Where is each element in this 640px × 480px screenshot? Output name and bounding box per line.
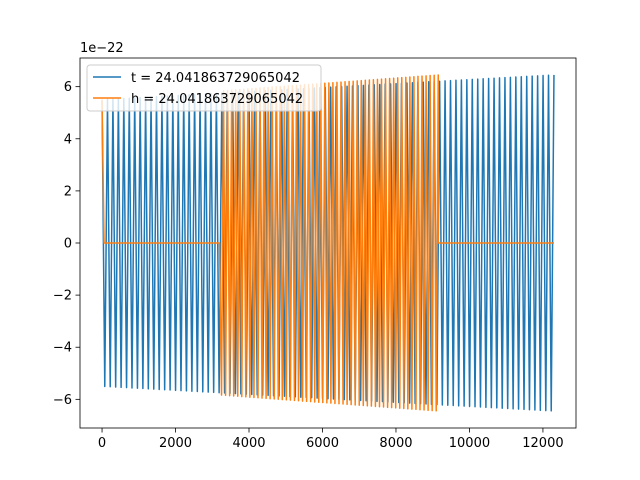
y-tick-label: −6 [53,393,72,408]
y-tick-label: 4 [64,132,72,147]
y-tick-label: 0 [64,237,72,252]
legend: t = 24.041863729065042 h = 24.0418637290… [86,64,322,112]
y-tick-label: 2 [64,184,72,199]
x-tick-label: 10000 [449,436,490,451]
y-tick-label: −4 [53,341,72,356]
legend-label-h: h = 24.041863729065042 [131,92,303,107]
y-tick-label: 6 [64,80,72,95]
x-axis: 0 2000 4000 6000 8000 10000 12000 [98,428,564,451]
series-line-0 [101,74,555,412]
y-offset-text: 1e−22 [80,41,124,56]
x-tick-label: 2000 [159,436,192,451]
y-axis: −6 −4 −2 0 2 4 6 [53,80,80,408]
x-tick-label: 6000 [306,436,339,451]
x-tick-label: 12000 [522,436,563,451]
y-tick-label: −2 [53,289,72,304]
legend-box [86,64,322,112]
x-tick-label: 0 [98,436,106,451]
legend-label-t: t = 24.041863729065042 [131,71,300,86]
x-tick-label: 8000 [379,436,412,451]
x-tick-label: 4000 [232,436,265,451]
